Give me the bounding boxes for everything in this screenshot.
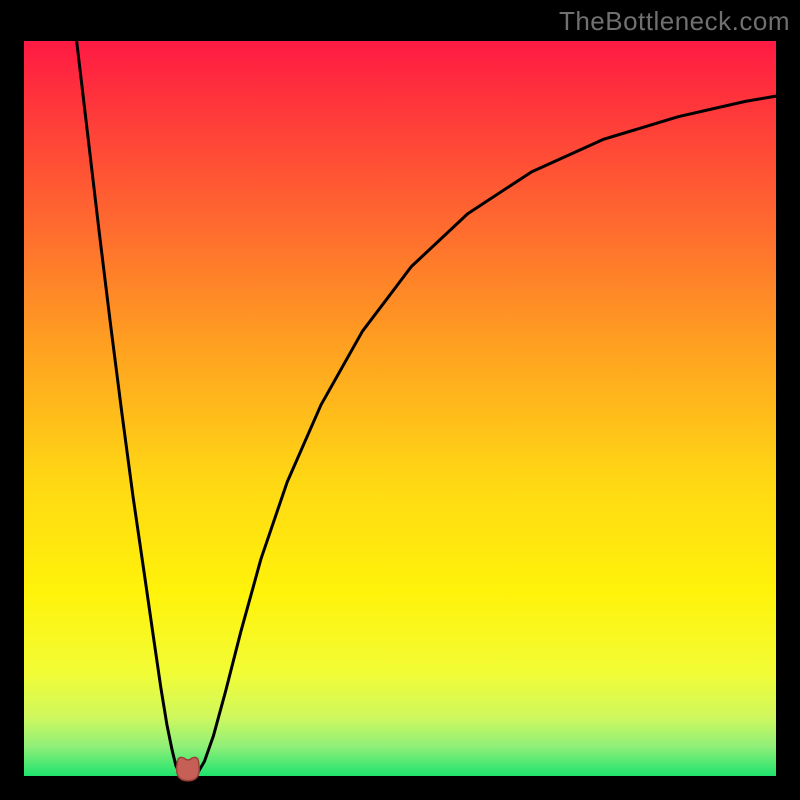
bottleneck-chart [0,0,800,800]
optimum-marker [177,757,200,780]
chart-background [24,41,776,776]
watermark-text: TheBottleneck.com [559,6,790,37]
